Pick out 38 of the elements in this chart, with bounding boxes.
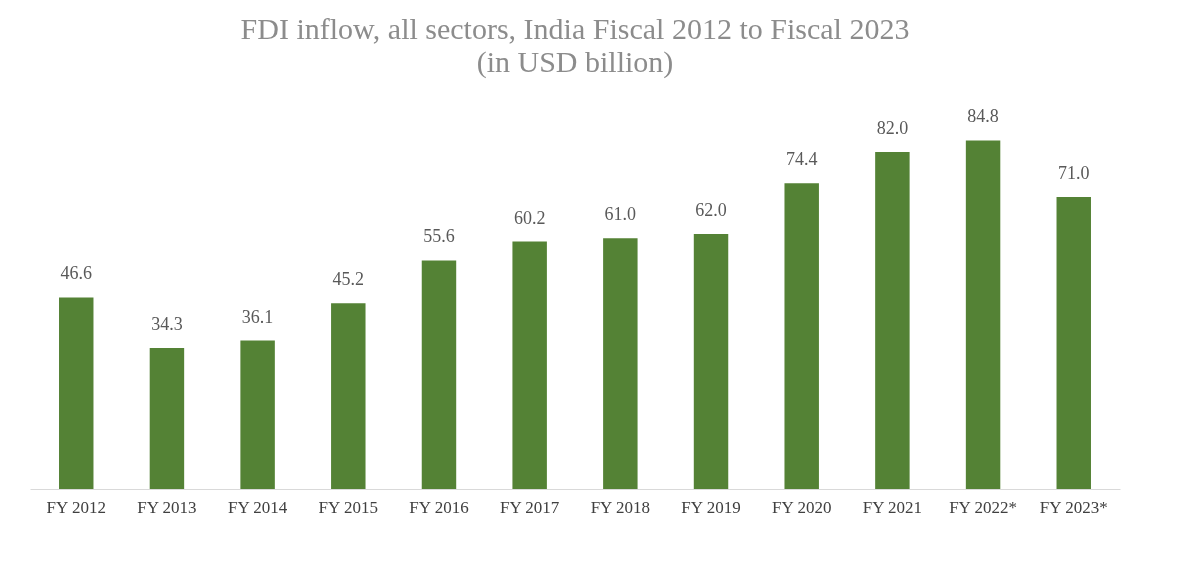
x-tick-label: FY 2017	[499, 497, 560, 517]
data-label: 82.0	[876, 117, 909, 138]
bar	[784, 183, 819, 489]
bar	[693, 234, 729, 489]
data-label: 45.2	[332, 269, 365, 290]
x-tick-label: FY 2021	[862, 497, 923, 517]
x-tick-label: FY 2014	[227, 497, 288, 517]
chart-subtitle: (in USD billion)	[476, 45, 674, 80]
data-label: 36.1	[241, 306, 274, 327]
data-label: 74.4	[785, 149, 818, 170]
x-tick-label: FY 2020	[772, 497, 832, 517]
bar	[149, 347, 185, 489]
x-tick-label: FY 2015	[318, 497, 378, 517]
x-tick-label: FY 2019	[681, 497, 741, 517]
bar	[331, 303, 366, 489]
bar	[240, 340, 275, 489]
bar	[875, 151, 910, 489]
data-label: 34.3	[151, 313, 183, 334]
x-tick-label: FY 2016	[409, 497, 469, 517]
x-tick-label: FY 2023*	[1039, 497, 1108, 517]
bar	[421, 260, 457, 489]
bar	[603, 238, 638, 489]
data-label: 55.6	[423, 226, 455, 247]
data-label: 61.0	[604, 204, 637, 225]
data-label: 60.2	[513, 207, 546, 228]
x-tick-label: FY 2018	[590, 497, 651, 517]
data-label: 71.0	[1058, 163, 1090, 184]
bar	[1056, 197, 1091, 489]
data-label: 46.6	[60, 263, 92, 284]
data-label: 62.0	[695, 200, 727, 221]
chart-title: FDI inflow, all sectors, India Fiscal 2012 to Fiscal 2023	[240, 12, 910, 46]
x-tick-label: FY 2013	[137, 497, 197, 517]
data-label: 84.8	[967, 106, 999, 127]
x-tick-label: FY 2022*	[949, 497, 1017, 517]
bar	[59, 297, 94, 489]
bar	[965, 140, 1001, 489]
bar	[512, 241, 547, 489]
x-tick-label: FY 2012	[46, 497, 106, 517]
